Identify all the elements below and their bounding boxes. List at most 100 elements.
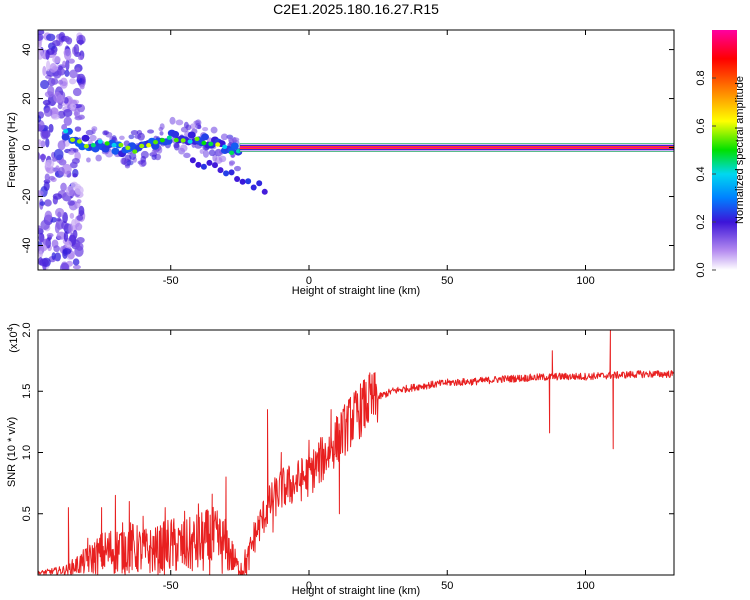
noise-cell	[47, 85, 55, 97]
spectral-scatter-cell	[128, 134, 135, 140]
colorbar-ticks: 0.0 0.2 0.4 0.6 0.8	[695, 70, 716, 278]
noise-cell	[64, 240, 72, 249]
snr-x-axis-label: Height of straight line (km)	[292, 585, 420, 597]
figure-title: C2E1.2025.180.16.27.R15	[273, 1, 439, 17]
noise-cell	[57, 103, 63, 110]
snr-multiplier-exponent: 4	[6, 326, 15, 331]
spectral-scatter-cell	[126, 160, 134, 166]
drift-core-cell	[63, 128, 69, 134]
spectral-scatter-cell	[119, 135, 125, 141]
spectral-scatter-cell	[95, 154, 102, 162]
noise-cell	[44, 173, 50, 182]
noise-cell	[43, 107, 53, 117]
spectral-tail-cell	[256, 180, 263, 187]
noise-cell	[71, 158, 80, 165]
spectral-tail-cell	[261, 188, 268, 195]
noise-cell	[46, 233, 54, 238]
noise-cell	[68, 223, 73, 234]
x-tick-label: 100	[576, 275, 594, 287]
noise-cell	[74, 185, 84, 195]
spectral-scatter-cell	[91, 126, 98, 132]
noise-cell	[74, 106, 80, 119]
spectral-tail-cell	[195, 161, 202, 168]
snr-series-line	[38, 330, 674, 575]
drift-halo-cell	[201, 133, 210, 141]
x-tick-label: -50	[163, 580, 179, 592]
noise-cell	[38, 120, 45, 131]
noise-cell	[40, 128, 49, 140]
spectral-scatter-cell	[228, 135, 233, 143]
drift-core-cell	[194, 136, 200, 142]
noise-cell	[63, 35, 70, 43]
noise-cell	[45, 60, 51, 72]
spectral-tail-cell	[250, 184, 257, 191]
spectral-scatter-cell	[136, 129, 143, 136]
noise-cell	[54, 222, 60, 234]
carrier-core	[239, 146, 674, 149]
spectrogram-y-axis-label: Frequency (Hz)	[6, 112, 18, 188]
drift-halo-cell	[230, 142, 239, 150]
noise-cell	[39, 201, 46, 206]
colorbar-tick-label: 0.4	[695, 166, 707, 181]
noise-cell	[42, 65, 47, 76]
noise-cell	[48, 123, 54, 133]
noise-cell	[52, 157, 57, 162]
x-tick-label: 100	[576, 580, 594, 592]
spectrogram-frame	[37, 29, 675, 271]
noise-cell	[45, 49, 50, 60]
noise-cell	[40, 153, 45, 163]
noise-cell	[68, 150, 75, 155]
noise-cell	[38, 225, 42, 231]
spectrogram-y-ticks: -40 -20 0 20 40	[21, 43, 674, 253]
drift-core-cell	[159, 137, 165, 143]
drift-core-cell	[83, 143, 89, 149]
spectral-scatter-cell	[214, 156, 223, 164]
spectral-scatter-cell	[134, 134, 142, 139]
spectral-scatter-cell	[233, 165, 242, 172]
noise-cell	[56, 68, 66, 76]
noise-cell	[57, 140, 66, 151]
noise-cell	[56, 94, 65, 104]
noise-cell	[63, 48, 72, 61]
noise-cell	[60, 182, 67, 192]
spectral-scatter-cell	[137, 160, 144, 165]
noise-cell	[38, 33, 44, 41]
noise-cell	[43, 181, 50, 192]
snr-y-ticks: 0.5 1.0 1.5 2.0	[21, 322, 674, 521]
colorbar-tick-label: 0.6	[695, 118, 707, 133]
noise-cell	[53, 148, 64, 161]
colorbar-tick-label: 0.0	[695, 262, 707, 277]
noise-cell	[55, 207, 65, 218]
colorbar-tick-label: 0.8	[695, 70, 707, 85]
noise-cell	[38, 190, 44, 197]
noise-cell	[38, 250, 43, 258]
spectral-scatter-cell	[197, 124, 202, 130]
noise-cell	[42, 238, 50, 246]
spectral-tail-cell	[217, 167, 224, 174]
noise-cell	[63, 231, 69, 242]
noise-cell	[52, 39, 61, 47]
spectral-scatter-cell	[121, 157, 127, 165]
y-tick-label: 1.0	[21, 445, 33, 460]
y-tick-label: 20	[21, 92, 33, 104]
spectral-scatter-cell	[89, 134, 97, 142]
y-tick-label: -20	[21, 189, 33, 205]
drift-halo-cell	[81, 134, 90, 142]
noise-cell	[38, 142, 42, 148]
drift-halo-cell	[78, 143, 87, 151]
noise-cell	[58, 166, 65, 176]
spectral-scatter-cell	[208, 149, 216, 157]
noise-cell	[50, 78, 59, 85]
noise-cell	[51, 252, 56, 261]
snr-multiplier-base: (x10	[8, 331, 20, 352]
spectral-tail-cell	[245, 178, 252, 185]
noise-cell	[76, 215, 84, 221]
spectral-scatter-cell	[210, 126, 218, 134]
spectral-scatter-cell	[175, 119, 184, 126]
noise-cell	[49, 63, 57, 73]
noise-cell	[40, 140, 46, 148]
drift-core-cell	[146, 143, 152, 148]
noise-cell	[40, 219, 50, 230]
spectral-scatter-cell	[199, 148, 205, 154]
